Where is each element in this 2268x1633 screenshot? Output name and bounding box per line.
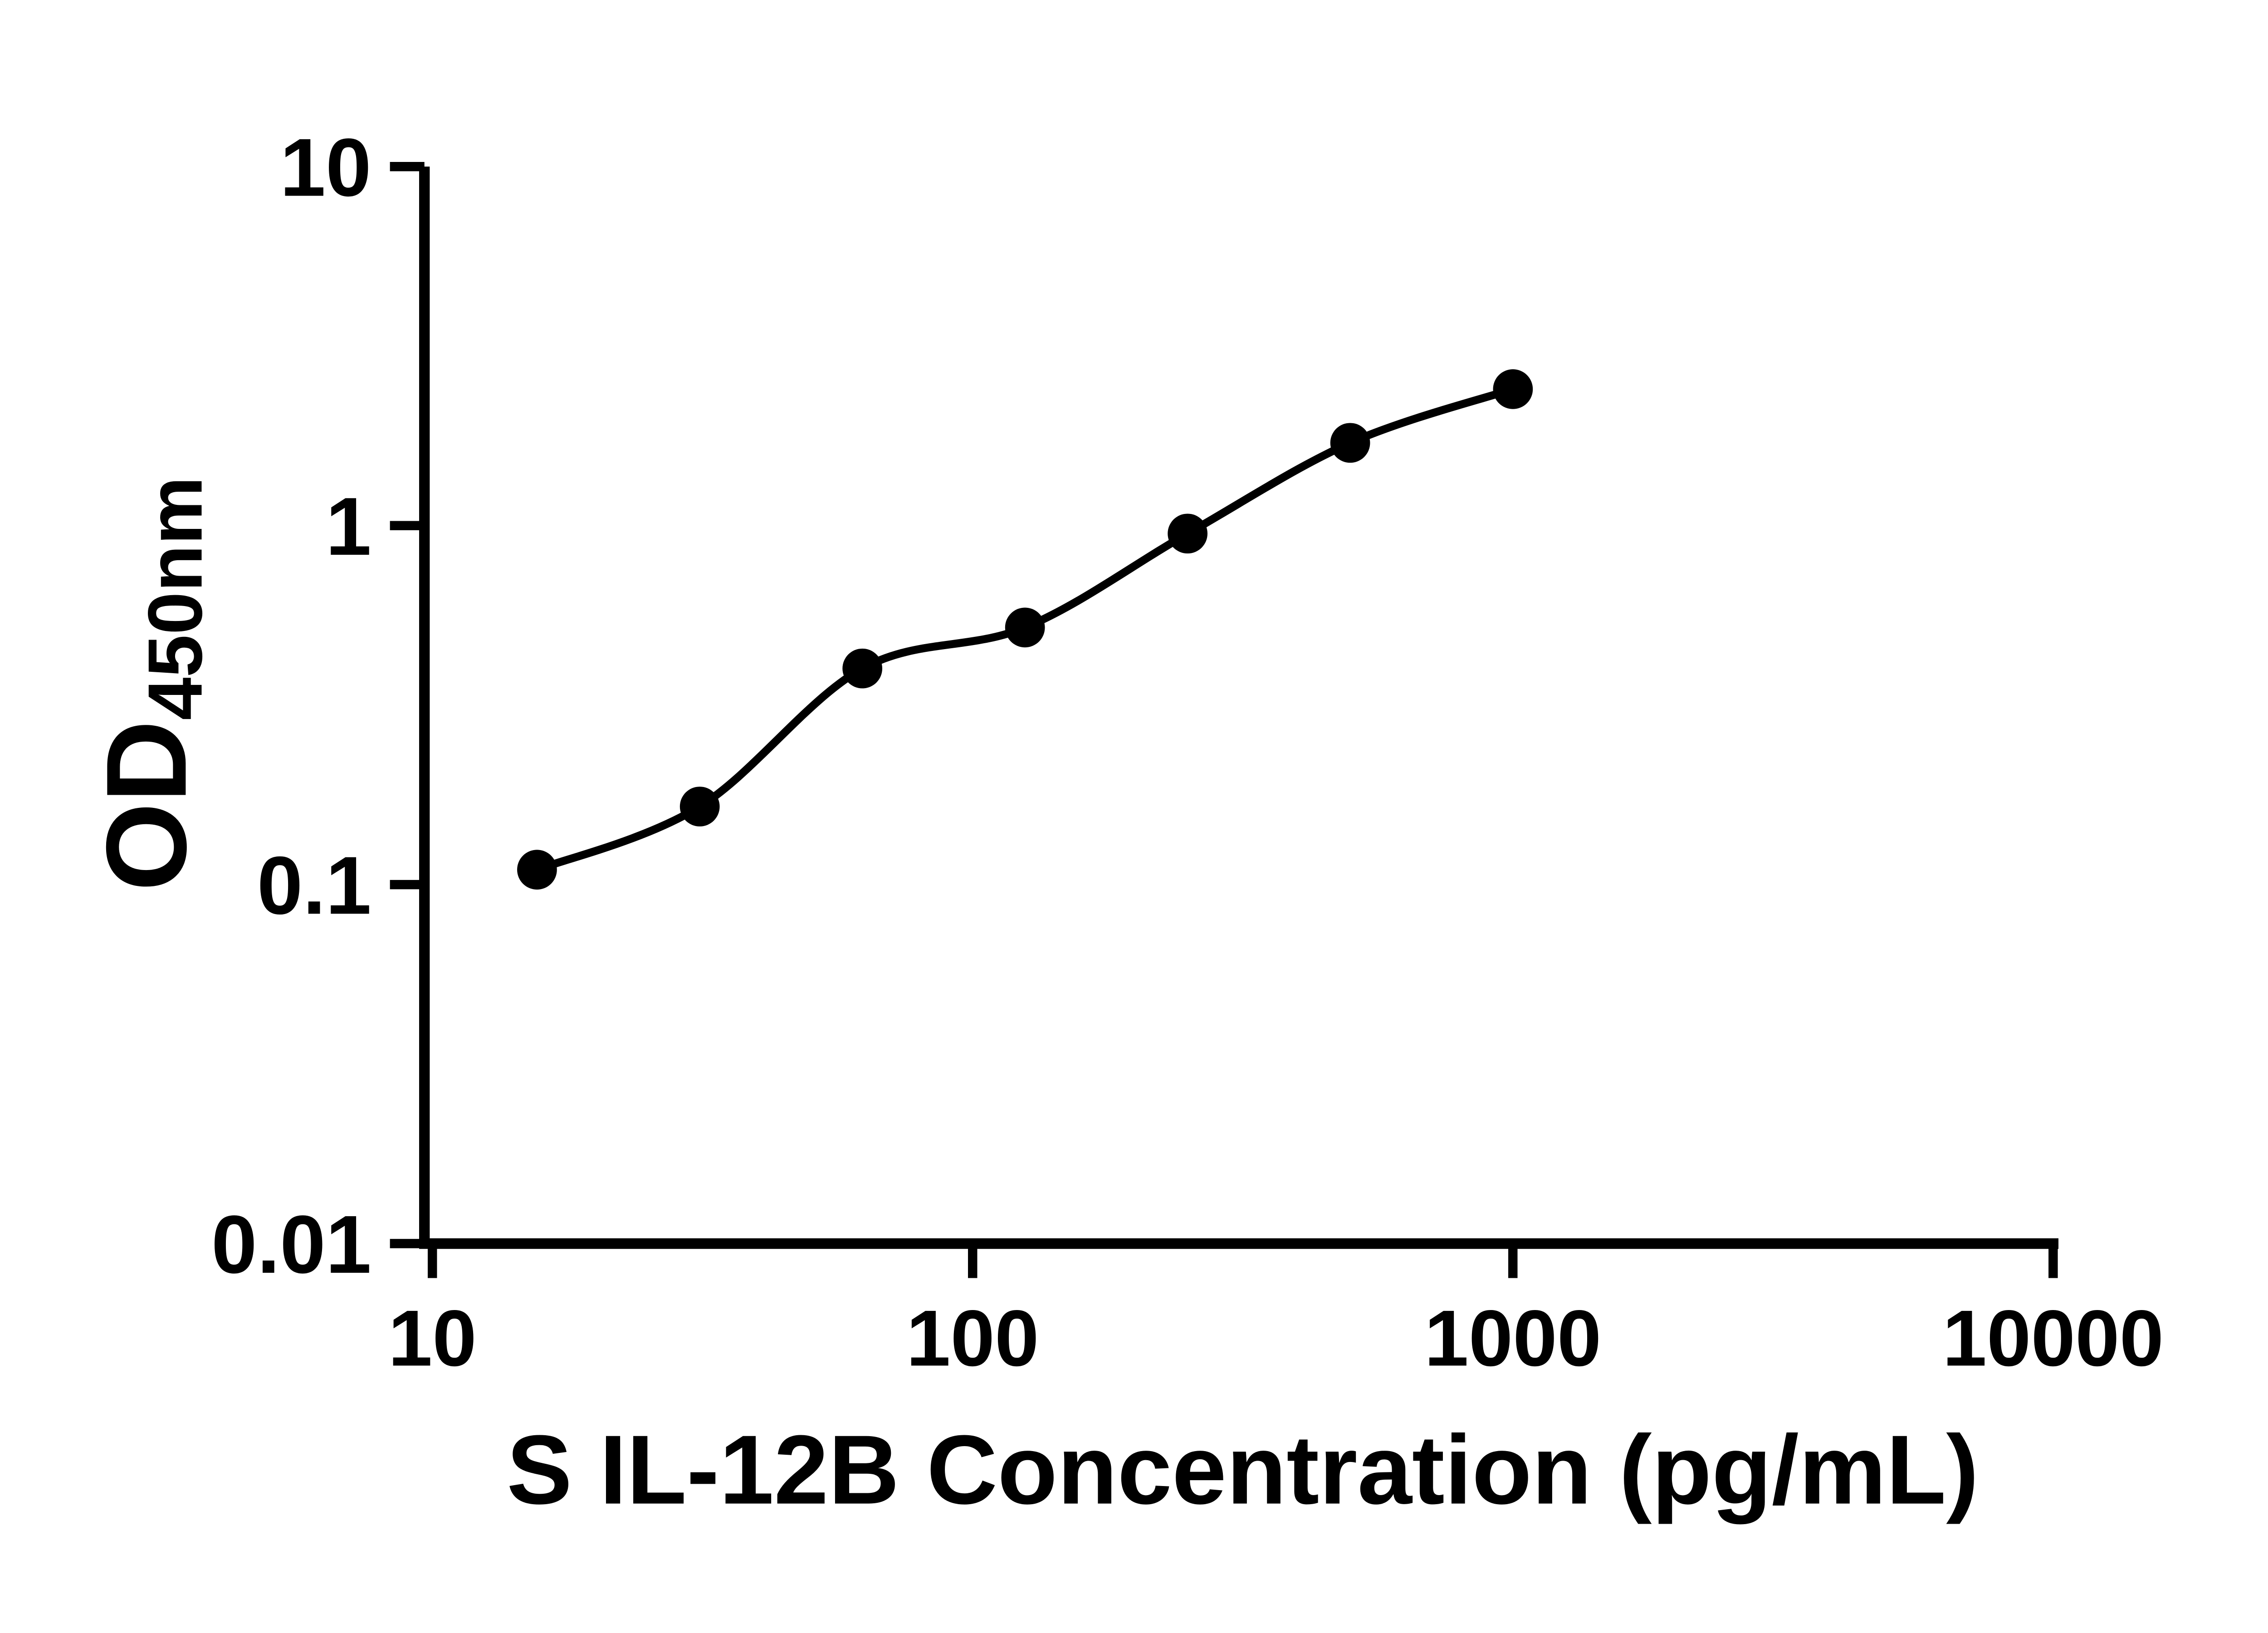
- data-point-marker: [1168, 513, 1207, 554]
- x-tick-label: 1000: [1424, 1294, 1601, 1383]
- data-point-marker: [517, 850, 557, 890]
- x-axis-title: S IL-12B Concentration (pg/mL): [507, 1415, 1979, 1525]
- y-tick-label: 0.01: [211, 1199, 371, 1291]
- data-point-marker: [679, 787, 720, 826]
- x-tick-label: 100: [906, 1294, 1039, 1383]
- data-point-marker: [1005, 607, 1045, 648]
- y-tick-label: 1: [326, 481, 371, 572]
- chart-background: [0, 20, 2268, 1613]
- svg-text:OD450nm: OD450nm: [83, 476, 218, 891]
- x-tick-label: 10: [388, 1294, 477, 1383]
- data-point-marker: [1330, 423, 1370, 463]
- x-tick-label: 10000: [1942, 1294, 2164, 1383]
- data-point-marker: [1493, 369, 1533, 409]
- y-tick-label: 10: [280, 122, 371, 214]
- y-tick-label: 0.1: [257, 840, 371, 931]
- y-axis-title: OD450nm: [83, 476, 218, 891]
- data-point-marker: [842, 648, 883, 689]
